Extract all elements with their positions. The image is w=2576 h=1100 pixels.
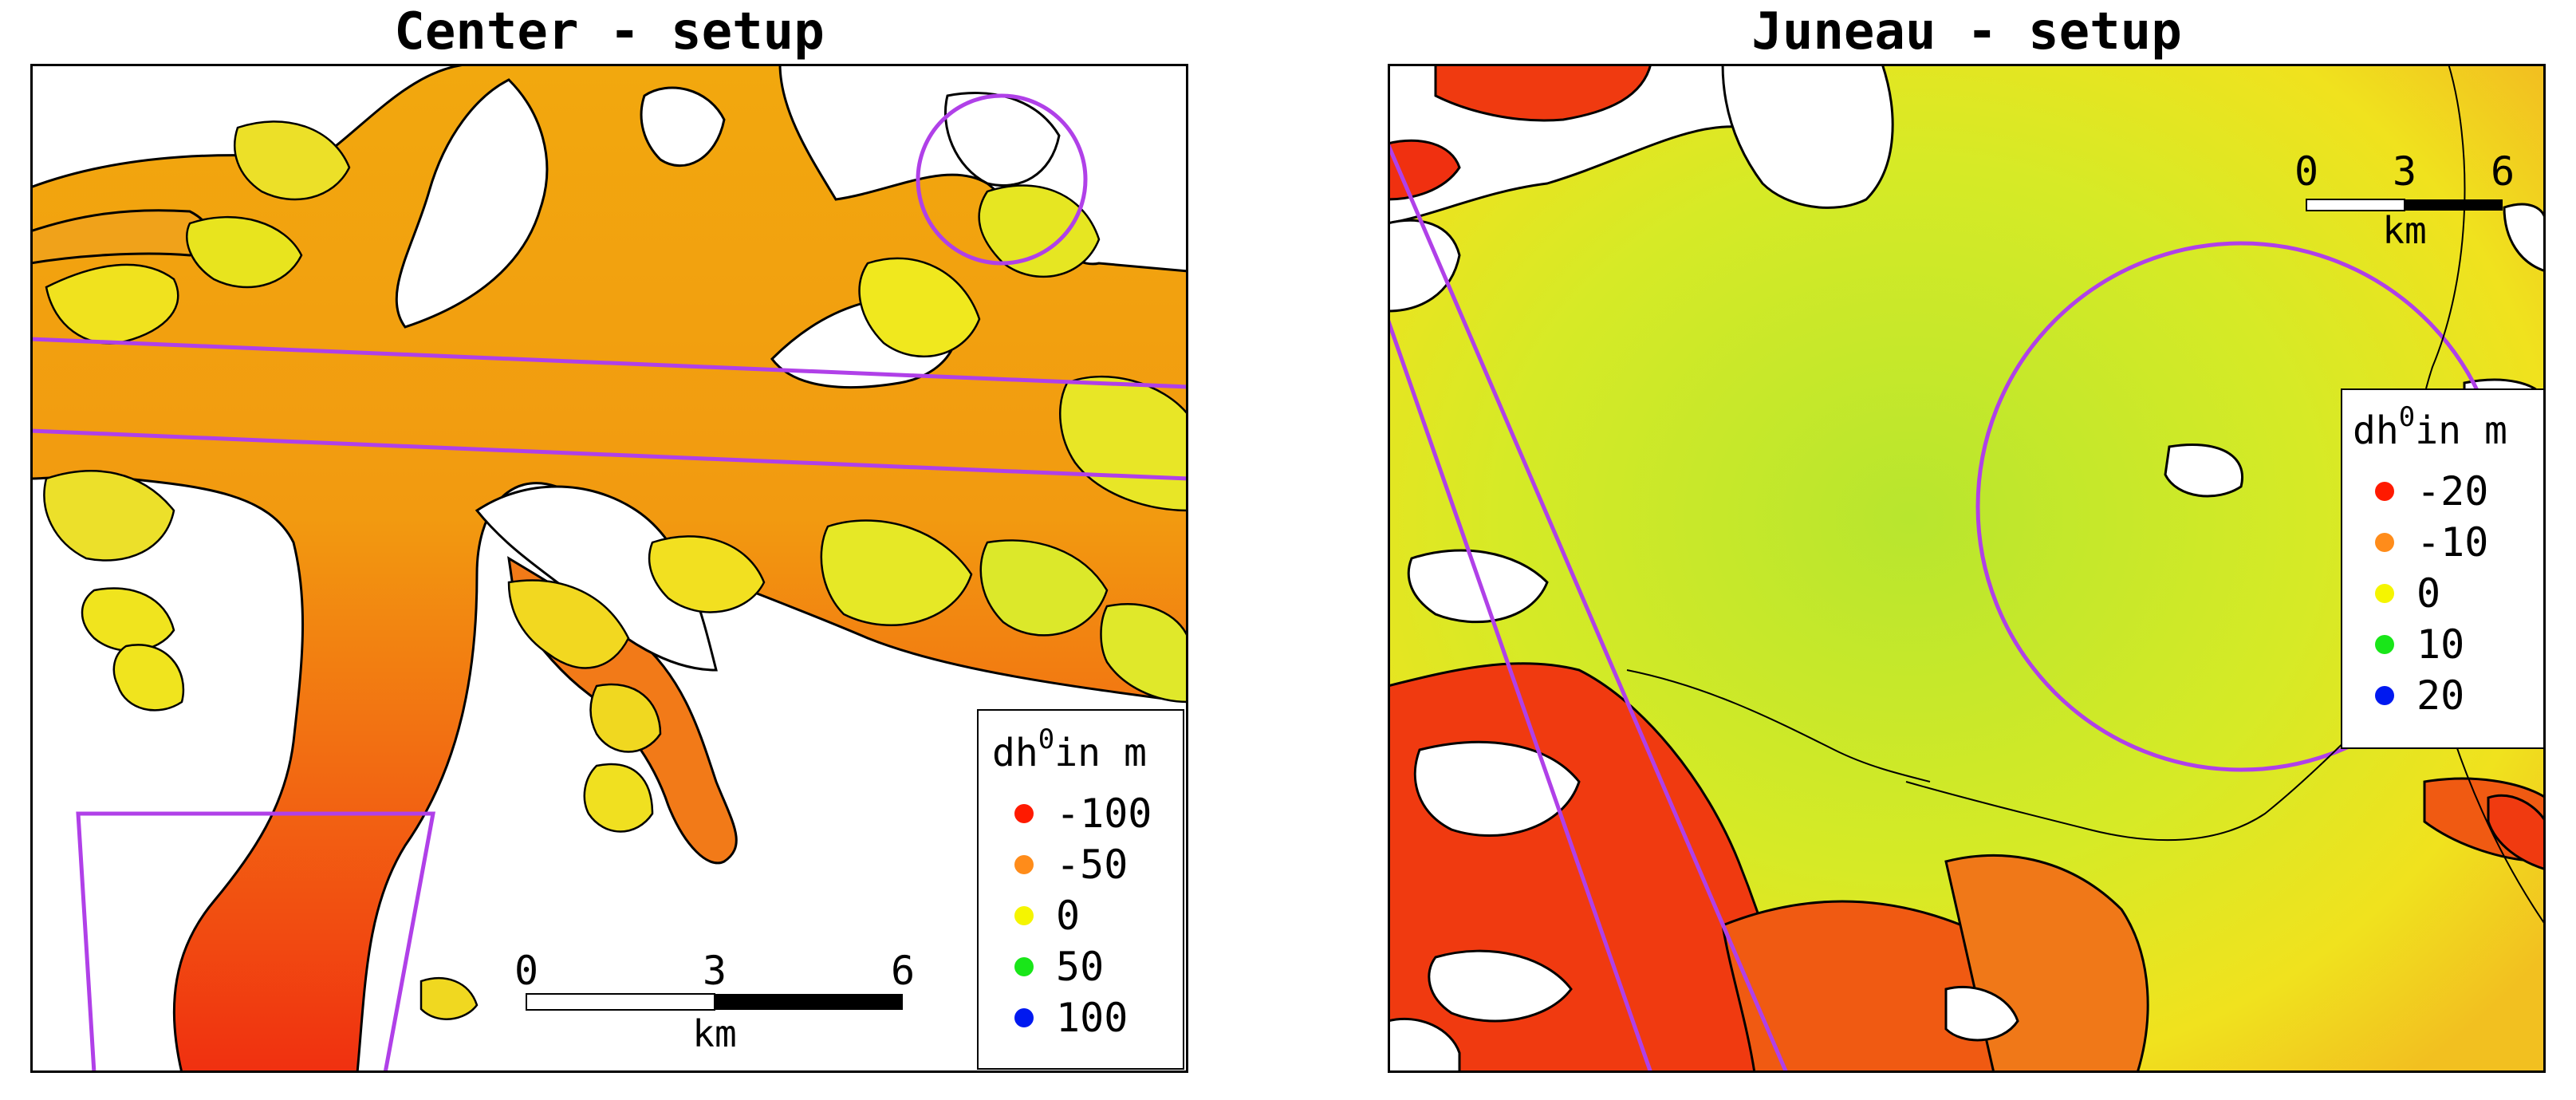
panel-title-juneau: Juneau - setup xyxy=(1751,2,2182,61)
legend-swatch-neg10 xyxy=(2375,533,2394,552)
legend: dh0in m -100 -50 0 50 100 xyxy=(977,709,1184,1070)
scalebar-tick-6: 6 xyxy=(891,948,915,994)
legend-label-100: 100 xyxy=(1056,995,1128,1041)
legend: dh0in m -20 -10 0 10 20 xyxy=(2341,388,2545,749)
scalebar-tick-6: 6 xyxy=(2491,148,2515,195)
scalebar-tick-3: 3 xyxy=(703,948,727,994)
overlay-shapes xyxy=(30,93,1188,1073)
flowline-top xyxy=(30,337,1188,389)
legend-title: dh0in m xyxy=(992,723,1147,775)
scalebar-tick-0: 0 xyxy=(514,948,538,994)
map-center: 0 3 6 km dh0in m -100 -50 0 50 100 xyxy=(30,64,1188,1073)
map-juneau: 0 3 6 km dh0in m -20 -10 0 10 20 xyxy=(1388,64,2546,1073)
legend-swatch-neg100 xyxy=(1014,804,1034,823)
scalebar-tick-0: 0 xyxy=(2294,148,2318,195)
sample-polygon xyxy=(76,811,436,1073)
legend-swatch-0 xyxy=(2375,584,2394,603)
legend-label-neg20: -20 xyxy=(2416,468,2488,515)
legend-swatch-100 xyxy=(1014,1008,1034,1027)
legend-swatch-neg20 xyxy=(2375,482,2394,501)
legend-swatch-50 xyxy=(1014,957,1034,976)
legend-label-0: 0 xyxy=(2416,570,2440,617)
tributary-patches xyxy=(43,120,1188,1020)
legend-swatch-20 xyxy=(2375,686,2394,705)
legend-label-neg10: -10 xyxy=(2416,519,2488,566)
sample-circle xyxy=(916,93,1088,266)
scalebar-unit: km xyxy=(692,1012,736,1055)
legend-label-neg50: -50 xyxy=(1056,842,1128,888)
legend-label-20: 20 xyxy=(2416,672,2464,719)
scalebar: 0 3 6 km xyxy=(2294,148,2515,252)
flowline-bottom xyxy=(30,428,1188,481)
legend-title: dh0in m xyxy=(2353,401,2507,453)
legend-label-10: 10 xyxy=(2416,621,2464,668)
legend-label-50: 50 xyxy=(1056,944,1104,990)
scalebar-unit: km xyxy=(2382,209,2426,252)
flowline-left xyxy=(1388,318,1653,1073)
map-frame xyxy=(30,64,1188,1073)
legend-swatch-0 xyxy=(1014,906,1034,925)
legend-label-neg100: -100 xyxy=(1056,791,1152,837)
flowline-right xyxy=(1388,143,1789,1073)
legend-swatch-10 xyxy=(2375,635,2394,654)
scalebar: 0 3 6 km xyxy=(514,948,915,1055)
panel-title-center: Center - setup xyxy=(394,2,825,61)
legend-label-0: 0 xyxy=(1056,893,1080,939)
legend-swatch-neg50 xyxy=(1014,855,1034,874)
scalebar-tick-3: 3 xyxy=(2393,148,2416,195)
ice-free-areas xyxy=(395,78,1061,672)
